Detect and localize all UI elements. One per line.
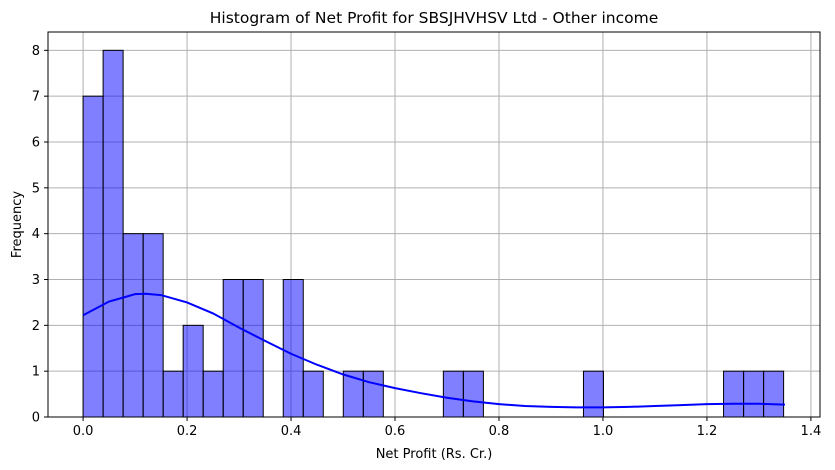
y-tick-label: 0: [32, 411, 40, 426]
histogram-bar: [182, 324, 204, 418]
y-tick-label: 3: [32, 273, 40, 288]
histogram-bar: [302, 370, 324, 418]
y-axis-label: Frequency: [10, 191, 25, 258]
x-tick-label: 0.8: [489, 424, 510, 439]
x-tick-label: 1.2: [697, 424, 718, 439]
y-tick-label: 8: [32, 44, 40, 59]
kde-curve: [82, 292, 785, 409]
y-tick-label: 7: [32, 90, 40, 105]
histogram-bar: [202, 370, 224, 418]
histogram-bar: [102, 49, 124, 418]
histogram-bar: [723, 370, 745, 418]
histogram-bar: [763, 370, 785, 418]
histogram-bar: [582, 370, 604, 418]
x-tick-label: 0.4: [281, 424, 302, 439]
histogram-bar: [142, 233, 164, 418]
histogram-bar: [242, 279, 264, 418]
x-axis-label: Net Profit (Rs. Cr.): [376, 447, 493, 462]
chart-title: Histogram of Net Profit for SBSJHVHSV Lt…: [210, 9, 659, 27]
histogram-bar: [462, 370, 484, 418]
y-tick-label: 1: [32, 365, 40, 380]
x-axis-ticks: 0.0 0.2 0.4 0.6 0.8 1.0 1.2 1.4: [73, 417, 821, 439]
y-tick-label: 5: [32, 181, 40, 196]
y-axis-ticks: 0 1 2 3 4 5 6 7 8: [32, 44, 48, 426]
histogram-bar: [743, 370, 765, 418]
histogram-bar: [442, 370, 464, 418]
x-tick-label: 0.0: [73, 424, 94, 439]
y-tick-label: 6: [32, 136, 40, 151]
histogram-bar: [162, 370, 184, 418]
histogram-bar: [122, 233, 144, 418]
histogram-bar: [362, 370, 384, 418]
histogram-bar: [282, 279, 304, 418]
histogram-bar: [222, 279, 244, 418]
histogram-bar: [82, 95, 104, 418]
grid-lines: [48, 32, 820, 418]
plot-area-frame: [47, 31, 821, 418]
y-tick-label: 2: [32, 319, 40, 334]
x-tick-label: 1.4: [801, 424, 822, 439]
y-tick-label: 4: [32, 227, 40, 242]
x-tick-label: 0.2: [177, 424, 198, 439]
x-tick-label: 0.6: [385, 424, 406, 439]
x-tick-label: 1.0: [593, 424, 614, 439]
